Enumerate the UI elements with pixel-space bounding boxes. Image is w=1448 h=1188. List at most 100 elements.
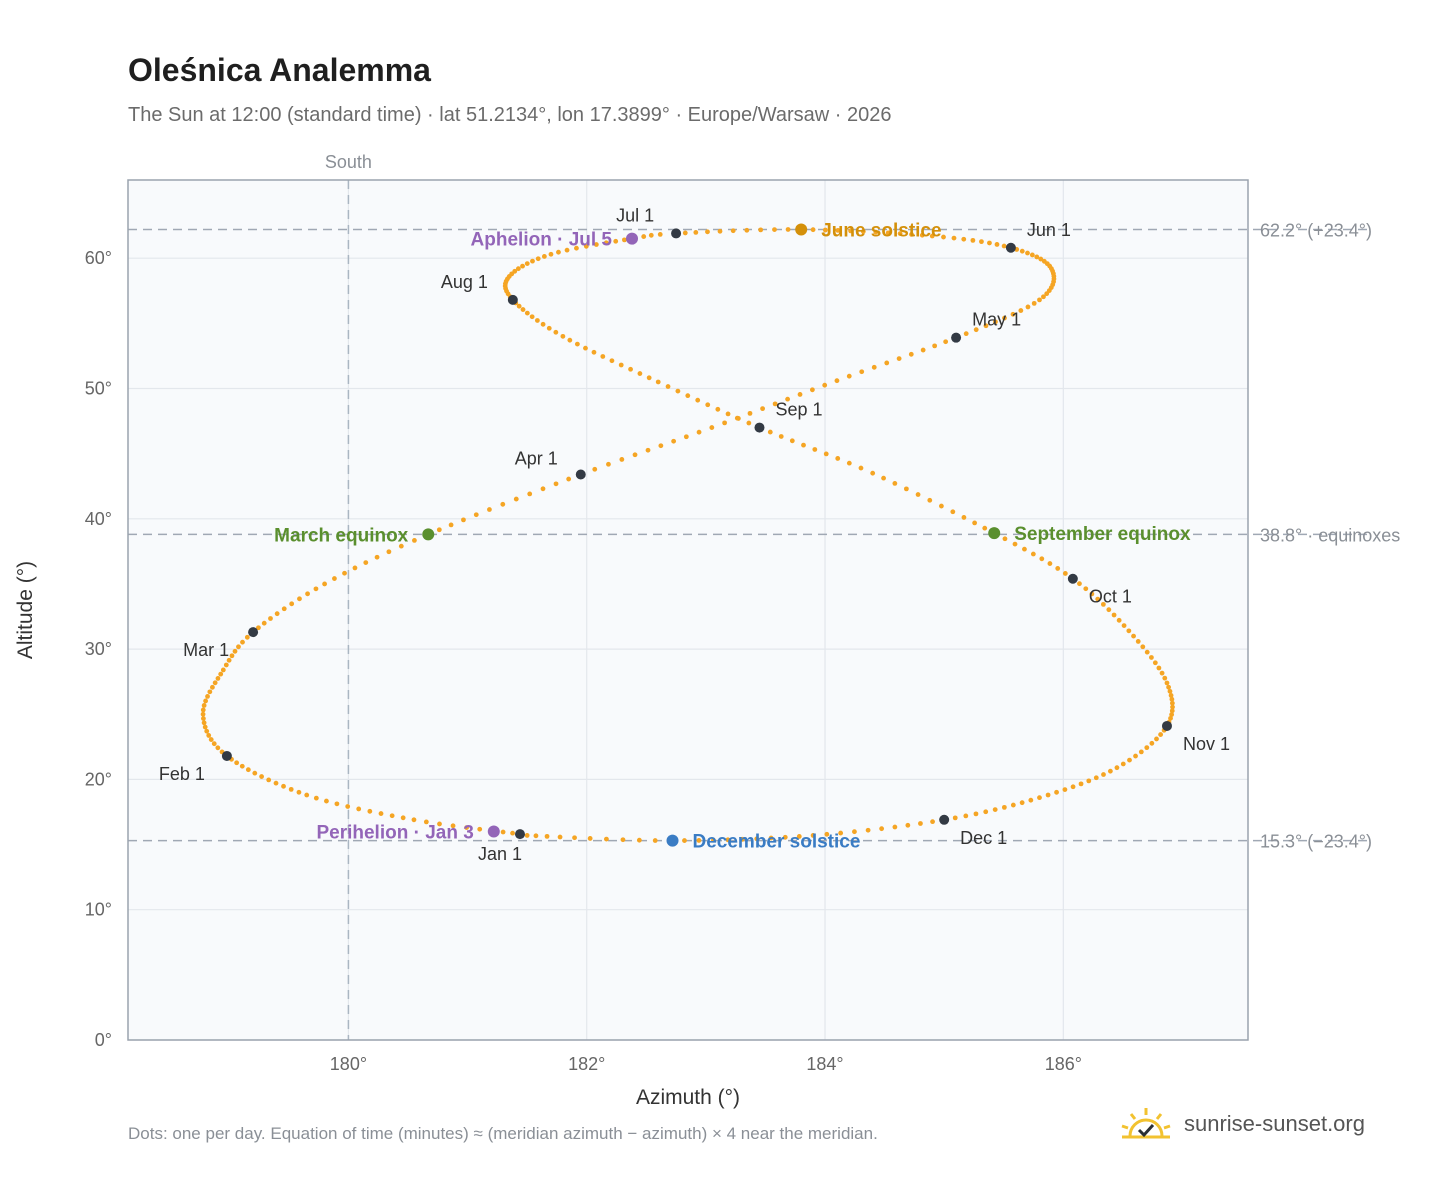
day-dot xyxy=(259,774,264,779)
day-dot xyxy=(754,836,760,842)
axis-ticks: 0° 10° 20° 30° 40° 50° 60° 180° 182° 184° 186° xyxy=(85,248,1082,1074)
day-dot xyxy=(1106,607,1112,613)
day-dot xyxy=(760,406,765,412)
day-dot xyxy=(1133,753,1138,759)
day-dot xyxy=(201,720,207,726)
day-dot xyxy=(500,501,506,507)
day-dot xyxy=(289,601,295,607)
day-dot xyxy=(1169,708,1175,714)
day-dot xyxy=(1144,745,1150,751)
day-dot xyxy=(744,227,750,233)
day-dot xyxy=(879,826,885,832)
day-dot xyxy=(1002,536,1008,542)
day-dot xyxy=(848,228,854,234)
day-dot xyxy=(374,554,380,560)
y-tick-label: 50° xyxy=(85,378,112,398)
day-dot xyxy=(281,783,286,789)
day-dot xyxy=(266,777,272,783)
day-dot xyxy=(892,481,898,486)
day-dot xyxy=(324,798,329,804)
event-marker xyxy=(422,528,435,541)
day-dot xyxy=(834,378,840,384)
y-tick-label: 60° xyxy=(85,248,112,268)
south-line-group: South xyxy=(325,152,372,1040)
day-dot xyxy=(448,522,454,528)
day-dot xyxy=(973,811,979,817)
day-dot xyxy=(533,833,539,839)
day-dot xyxy=(1149,655,1154,660)
page-subtitle: The Sun at 12:00 (standard time) · lat 5… xyxy=(128,104,892,126)
day-dot xyxy=(345,804,351,809)
day-dot xyxy=(915,492,921,497)
day-dot xyxy=(1019,248,1025,254)
day-dot xyxy=(1077,581,1082,587)
day-dot xyxy=(920,347,926,353)
day-dot xyxy=(400,815,406,821)
day-dot xyxy=(210,684,215,690)
day-dot xyxy=(363,560,369,565)
day-dot xyxy=(520,263,525,269)
day-dot xyxy=(715,406,721,412)
day-dot xyxy=(1168,715,1173,721)
day-dot xyxy=(1062,787,1068,792)
day-dot xyxy=(1168,692,1174,698)
day-dot xyxy=(992,807,998,813)
day-dot xyxy=(1169,700,1175,706)
day-dot xyxy=(645,447,651,453)
day-dot xyxy=(619,457,625,462)
day-dot xyxy=(1167,688,1173,694)
reference-line-label: 62.2° (+23.4°) xyxy=(1260,221,1372,241)
day-dot xyxy=(941,234,946,240)
day-dot xyxy=(871,364,877,370)
day-dot xyxy=(658,443,664,449)
day-dot xyxy=(892,824,898,830)
day-dot xyxy=(1022,546,1027,552)
day-dot xyxy=(927,497,933,503)
plot-background xyxy=(128,180,1248,1040)
month-marker xyxy=(1161,720,1172,731)
day-dot xyxy=(520,307,526,312)
brand[interactable]: sunrise-sunset.org xyxy=(1118,1100,1365,1148)
day-dot xyxy=(603,240,609,246)
day-dot xyxy=(281,606,287,612)
day-dot xyxy=(1012,541,1018,547)
day-dot xyxy=(412,537,417,543)
day-dot xyxy=(332,576,337,581)
day-dot xyxy=(951,235,957,241)
event-markers: June solstice December solstice March equi… xyxy=(274,221,1191,853)
day-dot xyxy=(685,393,691,399)
day-dot xyxy=(204,728,210,734)
month-marker xyxy=(1005,242,1016,253)
day-dot xyxy=(822,227,828,233)
day-dot xyxy=(473,512,479,518)
day-dot xyxy=(450,823,456,829)
day-dot xyxy=(909,231,914,237)
day-dot xyxy=(1126,628,1132,634)
day-dot xyxy=(929,233,935,239)
day-dot xyxy=(524,310,530,316)
day-dot xyxy=(604,836,609,842)
day-dot xyxy=(1037,297,1042,303)
day-dot xyxy=(1041,258,1047,264)
day-dot xyxy=(1029,252,1035,258)
day-dot xyxy=(1037,795,1042,801)
day-dot xyxy=(918,821,923,826)
day-dot xyxy=(234,760,240,766)
day-dot xyxy=(534,318,540,323)
day-dot xyxy=(1010,311,1016,317)
day-dot xyxy=(717,228,723,234)
day-dot xyxy=(574,341,580,347)
y-tick-label: 40° xyxy=(85,509,112,529)
day-dot xyxy=(212,680,218,686)
day-dot xyxy=(1034,254,1040,260)
day-dot xyxy=(544,833,550,839)
day-dot xyxy=(527,491,533,497)
day-dot xyxy=(636,837,642,843)
day-dot xyxy=(566,476,572,482)
day-dot xyxy=(296,789,302,795)
day-dot xyxy=(778,434,784,439)
day-dot xyxy=(236,644,241,650)
y-tick-label: 0° xyxy=(95,1030,112,1050)
day-dot xyxy=(796,834,802,839)
month-marker xyxy=(221,750,232,761)
